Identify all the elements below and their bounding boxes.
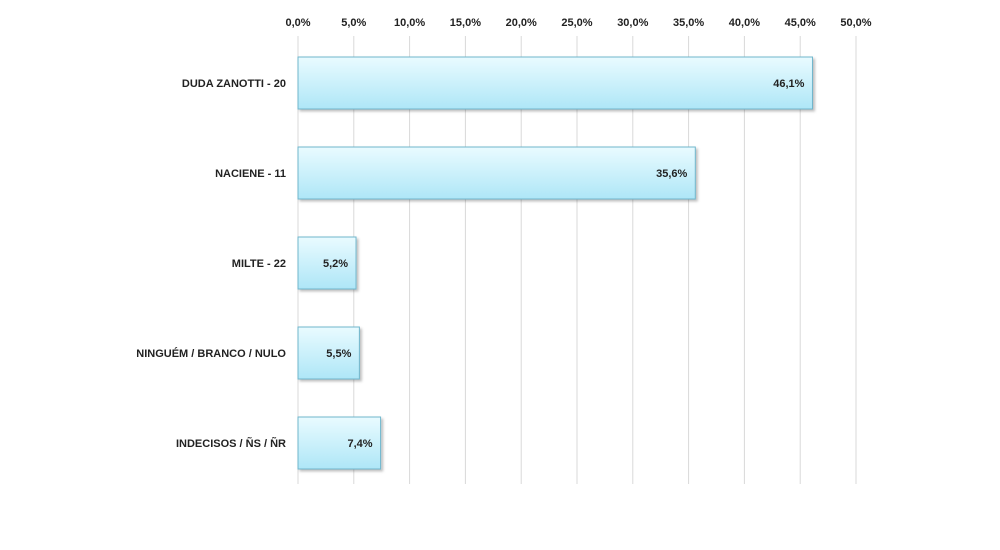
- x-tick-label: 40,0%: [729, 17, 760, 29]
- bar: [297, 56, 813, 110]
- x-tick-label: 5,0%: [341, 17, 366, 29]
- x-tick-label: 30,0%: [617, 17, 648, 29]
- data-label: 5,2%: [323, 258, 348, 270]
- category-labels: DUDA ZANOTTI - 20 NACIENE - 11 MILTE - 22 N…: [136, 78, 286, 450]
- bar: [297, 236, 357, 290]
- category-label: INDECISOS / ÑS / ÑR: [176, 437, 286, 450]
- bar: [297, 326, 360, 380]
- x-tick-label: 25,0%: [561, 17, 592, 29]
- data-labels: 46,1% 35,6% 5,2% 5,5% 7,4%: [323, 78, 805, 450]
- data-label: 7,4%: [348, 438, 373, 450]
- data-label: 35,6%: [656, 168, 687, 180]
- data-label: 5,5%: [326, 348, 351, 360]
- data-label: 46,1%: [773, 78, 804, 90]
- bar: [297, 416, 382, 470]
- x-tick-label: 15,0%: [450, 17, 481, 29]
- x-tick-label: 20,0%: [506, 17, 537, 29]
- x-axis-tick-labels: 0,0% 5,0% 10,0% 15,0% 20,0% 25,0% 30,0% 35,0% 40…: [285, 17, 871, 29]
- bar: [297, 146, 696, 200]
- x-tick-label: 50,0%: [840, 17, 871, 29]
- category-label: NINGUÉM / BRANCO / NULO: [136, 347, 286, 360]
- x-tick-label: 10,0%: [394, 17, 425, 29]
- x-tick-label: 0,0%: [285, 17, 310, 29]
- bars: [297, 56, 813, 470]
- category-label: NACIENE - 11: [215, 168, 286, 180]
- gridlines: [297, 36, 857, 484]
- category-label: DUDA ZANOTTI - 20: [182, 78, 286, 90]
- category-label: MILTE - 22: [232, 258, 286, 270]
- x-tick-label: 35,0%: [673, 17, 704, 29]
- x-tick-label: 45,0%: [785, 17, 816, 29]
